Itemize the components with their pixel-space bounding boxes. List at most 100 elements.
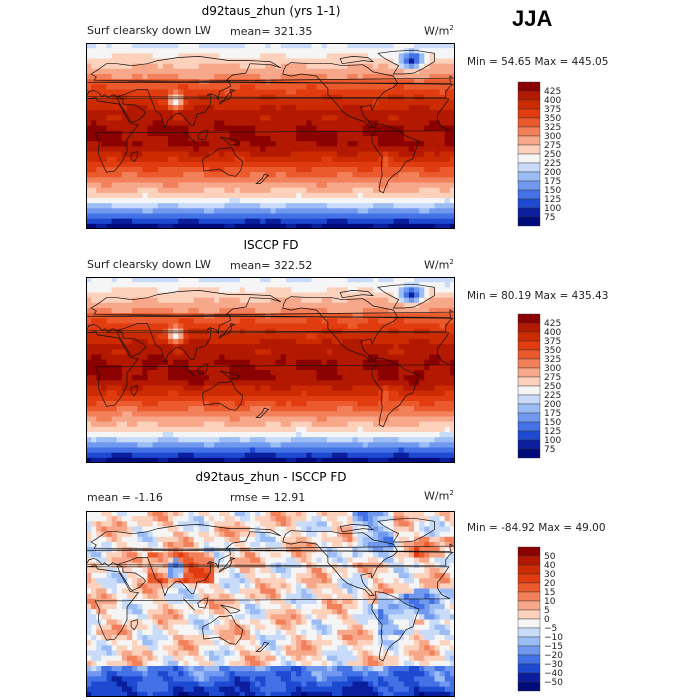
field-cell [403,74,410,80]
field-cell [147,302,154,309]
field-cell [86,94,92,101]
field-cell [357,297,364,304]
field-cell [373,339,379,345]
field-cell [285,63,292,70]
field-cell [244,375,251,381]
field-cell [244,395,251,402]
field-cell [270,146,277,152]
field-cell [234,318,241,324]
field-cell [198,328,205,335]
field-cell [147,53,154,59]
field-cell [157,344,164,350]
field-cell [342,146,348,152]
field-cell [198,406,205,412]
field-cell [106,58,113,65]
field-cell [398,172,405,178]
field-cell [352,370,359,376]
field-cell [219,287,225,293]
field-cell [280,53,287,59]
field-cell [393,308,400,314]
field-cell [106,292,113,299]
field-cell [239,308,246,314]
field-cell [91,68,97,75]
field-cell [321,125,328,132]
field-cell [244,416,251,423]
field-cell [275,208,282,214]
field-cell [316,115,323,121]
field-cell [414,333,420,340]
field-cell [270,401,277,407]
field-cell [347,344,353,350]
field-cell [147,375,154,381]
field-cell [337,48,343,54]
field-cell [367,79,374,85]
field-cell [188,79,195,85]
field-cell [198,43,205,49]
field-cell [127,426,133,433]
field-cell [116,297,123,304]
field-cell [168,43,174,49]
field-cell [255,146,261,152]
field-cell [285,203,292,209]
field-cell [388,349,394,355]
field-cell [378,223,384,229]
field-cell [270,282,277,288]
field-cell [239,125,246,132]
field-cell [157,105,164,111]
field-cell [393,203,400,209]
field-cell [260,375,266,381]
field-cell [203,63,210,70]
field-cell [183,406,189,412]
field-cell [137,146,143,152]
field-cell [188,115,195,121]
field-cell [311,141,318,147]
field-cell [214,364,220,371]
field-cell [388,79,394,85]
field-cell [449,177,455,183]
field-cell [408,172,415,178]
field-cell [373,313,379,319]
field-cell [229,151,236,158]
field-cell [121,318,128,324]
field-cell [419,287,425,293]
field-cell [178,198,184,204]
field-cell [398,308,405,314]
field-cell [244,401,251,407]
field-cell [398,359,405,366]
field-cell [393,432,400,438]
field-cell [162,277,169,283]
field-cell [111,53,118,59]
field-cell [398,43,405,49]
field-cell [383,110,389,116]
field-cell [275,161,282,168]
field-cell [342,187,348,194]
field-cell [168,287,174,293]
field-cell [168,385,174,392]
field-cell [429,339,435,345]
field-cell [367,223,374,229]
field-cell [378,110,384,116]
field-cell [291,84,297,90]
field-cell [188,141,195,147]
field-cell [424,421,430,428]
field-cell [91,151,97,158]
field-cell [260,208,266,214]
field-cell [265,297,271,304]
field-cell [383,141,389,147]
field-cell [157,333,164,340]
field-cell [91,213,97,220]
field-cell [86,161,92,168]
field-cell [101,141,107,147]
field-cell [214,89,220,96]
field-cell [137,395,143,402]
field-cell [301,385,307,392]
field-cell [280,208,287,214]
field-cell [403,218,410,225]
field-cell [383,223,389,229]
field-cell [183,53,189,59]
field-cell [157,79,164,85]
colorbar-tick-label: 400 [544,96,561,106]
field-cell [378,297,384,304]
field-cell [337,401,343,407]
field-cell [285,277,292,283]
